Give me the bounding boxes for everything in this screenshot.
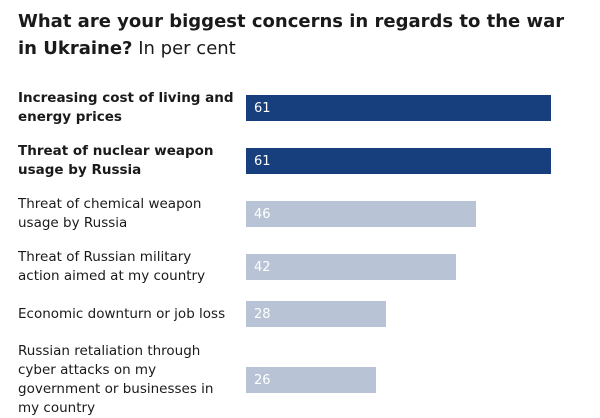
bar: 26 bbox=[246, 367, 376, 393]
bar-row: Threat of chemical weapon usage by Russi… bbox=[18, 195, 588, 233]
category-label: Threat of Russian military action aimed … bbox=[18, 249, 206, 284]
bar-value-label: 61 bbox=[254, 100, 271, 116]
bar-value-label: 61 bbox=[254, 153, 271, 169]
bar: 61 bbox=[246, 95, 551, 121]
bar-row: Russian retaliation through cyber attack… bbox=[18, 342, 588, 418]
bar-rows: Increasing cost of living and energy pri… bbox=[18, 89, 588, 418]
bar-row: Economic downturn or job loss 28 bbox=[18, 301, 588, 327]
bar-row: Threat of nuclear weapon usage by Russia… bbox=[18, 142, 588, 180]
bar: 46 bbox=[246, 201, 476, 227]
category-label: Threat of nuclear weapon usage by Russia bbox=[18, 143, 214, 178]
bar-value-label: 42 bbox=[254, 259, 271, 275]
category-label: Economic downturn or job loss bbox=[18, 305, 226, 322]
bar-value-label: 26 bbox=[254, 372, 271, 388]
bar: 42 bbox=[246, 254, 456, 280]
bar-row: Increasing cost of living and energy pri… bbox=[18, 89, 588, 127]
category-label: Russian retaliation through cyber attack… bbox=[18, 343, 214, 416]
category-label: Threat of chemical weapon usage by Russi… bbox=[18, 196, 202, 231]
chart-title: What are your biggest concerns in regard… bbox=[18, 11, 565, 59]
chart-title-block: What are your biggest concerns in regard… bbox=[18, 8, 578, 62]
bar: 61 bbox=[246, 148, 551, 174]
bar: 28 bbox=[246, 301, 386, 327]
bar-value-label: 46 bbox=[254, 206, 271, 222]
page: What are your biggest concerns in regard… bbox=[18, 8, 578, 416]
category-label: Increasing cost of living and energy pri… bbox=[18, 90, 234, 125]
bar-row: Threat of Russian military action aimed … bbox=[18, 248, 588, 286]
chart-subtitle: In per cent bbox=[138, 38, 236, 59]
bar-value-label: 28 bbox=[254, 306, 271, 322]
